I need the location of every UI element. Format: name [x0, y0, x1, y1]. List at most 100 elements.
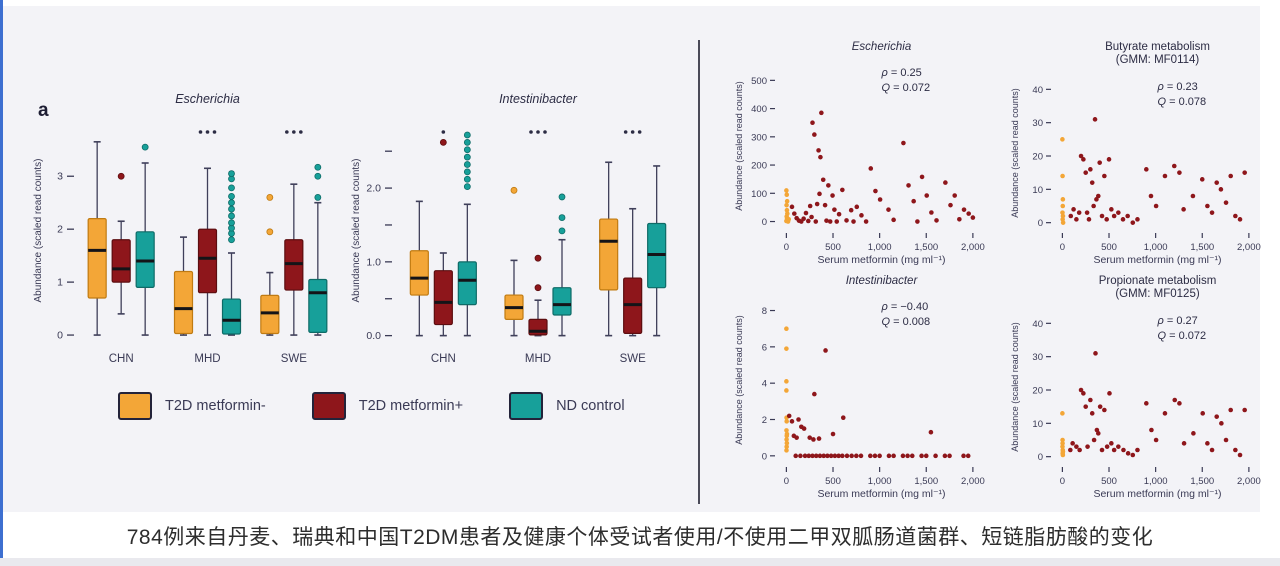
svg-text:3: 3	[57, 171, 63, 183]
svg-text:Q = 0.008: Q = 0.008	[882, 316, 931, 328]
legend-item-t2d-metformin-plus: T2D metformin+	[311, 392, 464, 420]
svg-text:(GMM: MF0114): (GMM: MF0114)	[1116, 54, 1200, 66]
svg-text:MHD: MHD	[525, 353, 551, 365]
svg-text:Serum metformin (mg ml⁻¹): Serum metformin (mg ml⁻¹)	[1093, 254, 1221, 266]
legend: T2D metformin- T2D metformin+ ND control	[118, 392, 625, 420]
svg-text:CHN: CHN	[109, 353, 134, 365]
svg-text:Serum metformin (mg ml⁻¹): Serum metformin (mg ml⁻¹)	[1093, 488, 1221, 500]
svg-text:2: 2	[762, 415, 767, 426]
svg-text:20: 20	[1032, 152, 1043, 163]
svg-text:0: 0	[1060, 242, 1065, 253]
svg-text:500: 500	[751, 76, 767, 87]
scatter-butyrate-metabolism: Butyrate metabolism(GMM: MF0114) 0 10 20 30 4…	[1010, 41, 1261, 266]
legend-swatch-teal	[509, 392, 544, 420]
legend-label: T2D metformin-	[165, 398, 266, 414]
svg-text:500: 500	[825, 242, 841, 253]
svg-text:1,000: 1,000	[868, 242, 892, 253]
svg-text:ρ = 0.23: ρ = 0.23	[1157, 81, 1198, 93]
svg-text:4: 4	[762, 379, 767, 390]
scatter-intestinibacter: Intestinibacter 0 2 4 6 8 0 500 1,000 1,500 2,000 S…	[734, 275, 985, 500]
svg-text:Escherichia: Escherichia	[175, 92, 240, 106]
svg-text:1,000: 1,000	[1144, 476, 1168, 487]
svg-text:MHD: MHD	[194, 353, 220, 365]
svg-text:SWE: SWE	[620, 353, 647, 365]
svg-text:Propionate metabolism: Propionate metabolism	[1099, 275, 1217, 287]
svg-text:Abundance (scaled read counts): Abundance (scaled read counts)	[1010, 88, 1020, 218]
svg-text:Abundance (scaled read counts): Abundance (scaled read counts)	[734, 81, 744, 211]
svg-text:20: 20	[1032, 386, 1043, 397]
svg-text:0: 0	[57, 330, 63, 342]
svg-text:30: 30	[1032, 118, 1043, 129]
svg-text:40: 40	[1032, 319, 1043, 330]
svg-text:Intestinibacter: Intestinibacter	[846, 275, 919, 287]
boxplot-escherichia: Escherichia 0 1 2 3 Abundance (scaled read co…	[33, 92, 328, 365]
svg-text:500: 500	[1101, 476, 1117, 487]
svg-text:Abundance (scaled read counts): Abundance (scaled read counts)	[351, 159, 362, 303]
legend-item-t2d-metformin-minus: T2D metformin-	[118, 392, 266, 420]
svg-text:ρ = 0.27: ρ = 0.27	[1157, 315, 1198, 327]
svg-text:Abundance (scaled read counts): Abundance (scaled read counts)	[33, 159, 44, 303]
svg-text:200: 200	[751, 161, 767, 172]
panel-label-a: a	[38, 100, 49, 121]
svg-text:CHN: CHN	[431, 353, 456, 365]
svg-text:0.0: 0.0	[366, 330, 381, 342]
svg-text:(GMM: MF0125): (GMM: MF0125)	[1115, 288, 1200, 300]
svg-text:6: 6	[762, 342, 767, 353]
svg-text:2,000: 2,000	[1237, 476, 1261, 487]
svg-text:300: 300	[751, 132, 767, 143]
svg-text:2,000: 2,000	[961, 476, 985, 487]
svg-text:ρ = 0.25: ρ = 0.25	[881, 67, 922, 79]
svg-text:Serum metformin (mg ml⁻¹): Serum metformin (mg ml⁻¹)	[817, 254, 945, 266]
svg-text:0: 0	[1060, 476, 1065, 487]
svg-text:100: 100	[751, 189, 767, 200]
svg-text:500: 500	[825, 476, 841, 487]
svg-text:2,000: 2,000	[961, 242, 985, 253]
legend-swatch-darkred	[311, 392, 346, 420]
svg-text:10: 10	[1032, 185, 1043, 196]
svg-text:1,000: 1,000	[1144, 242, 1168, 253]
svg-text:SWE: SWE	[281, 353, 308, 365]
svg-text:30: 30	[1032, 352, 1043, 363]
left-accent-bar	[0, 0, 3, 566]
svg-text:1.0: 1.0	[366, 256, 381, 268]
svg-text:Serum metformin (mg ml⁻¹): Serum metformin (mg ml⁻¹)	[817, 488, 945, 500]
svg-text:Q = 0.078: Q = 0.078	[1158, 96, 1207, 108]
svg-text:2.0: 2.0	[366, 183, 381, 195]
svg-text:Escherichia: Escherichia	[852, 41, 911, 53]
legend-swatch-orange	[118, 392, 152, 420]
svg-text:0: 0	[762, 217, 767, 228]
svg-text:8: 8	[762, 306, 767, 317]
svg-text:0: 0	[1038, 452, 1043, 463]
legend-label: ND control	[556, 398, 625, 414]
svg-text:2: 2	[57, 224, 63, 236]
svg-text:0: 0	[762, 451, 767, 462]
svg-text:40: 40	[1032, 85, 1043, 96]
svg-text:Q = 0.072: Q = 0.072	[1158, 330, 1207, 342]
svg-text:0: 0	[1038, 218, 1043, 229]
bottom-strip	[0, 558, 1280, 566]
svg-text:2,000: 2,000	[1237, 242, 1261, 253]
boxplot-intestinibacter: Intestinibacter 0.0 1.0 2.0 Abundance (scale…	[351, 92, 667, 365]
svg-text:10: 10	[1032, 419, 1043, 430]
svg-text:Q = 0.072: Q = 0.072	[882, 82, 931, 94]
scatter-escherichia: Escherichia 0 100 200 300 400 500 0 500 1,000 1,50…	[734, 41, 985, 266]
svg-text:1,500: 1,500	[1190, 242, 1214, 253]
svg-text:ρ = −0.40: ρ = −0.40	[881, 301, 929, 313]
svg-text:500: 500	[1101, 242, 1117, 253]
svg-text:1,500: 1,500	[914, 242, 938, 253]
svg-text:1,500: 1,500	[1190, 476, 1214, 487]
svg-text:0: 0	[784, 476, 789, 487]
scatter-propionate-metabolism: Propionate metabolism(GMM: MF0125) 0 10 20 3…	[1010, 275, 1261, 500]
svg-text:Abundance (scaled read counts): Abundance (scaled read counts)	[734, 315, 744, 445]
svg-text:1: 1	[57, 277, 63, 289]
svg-text:Butyrate metabolism: Butyrate metabolism	[1105, 41, 1210, 53]
legend-label: T2D metformin+	[358, 398, 464, 414]
svg-text:1,500: 1,500	[914, 476, 938, 487]
legend-item-nd-control: ND control	[509, 392, 625, 420]
svg-text:400: 400	[751, 104, 767, 115]
svg-text:0: 0	[784, 242, 789, 253]
figure-caption: 784例来自丹麦、瑞典和中国T2DM患者及健康个体受试者使用/不使用二甲双胍肠道…	[126, 526, 1154, 549]
svg-text:Abundance (scaled read counts): Abundance (scaled read counts)	[1010, 322, 1020, 452]
svg-text:1,000: 1,000	[868, 476, 892, 487]
